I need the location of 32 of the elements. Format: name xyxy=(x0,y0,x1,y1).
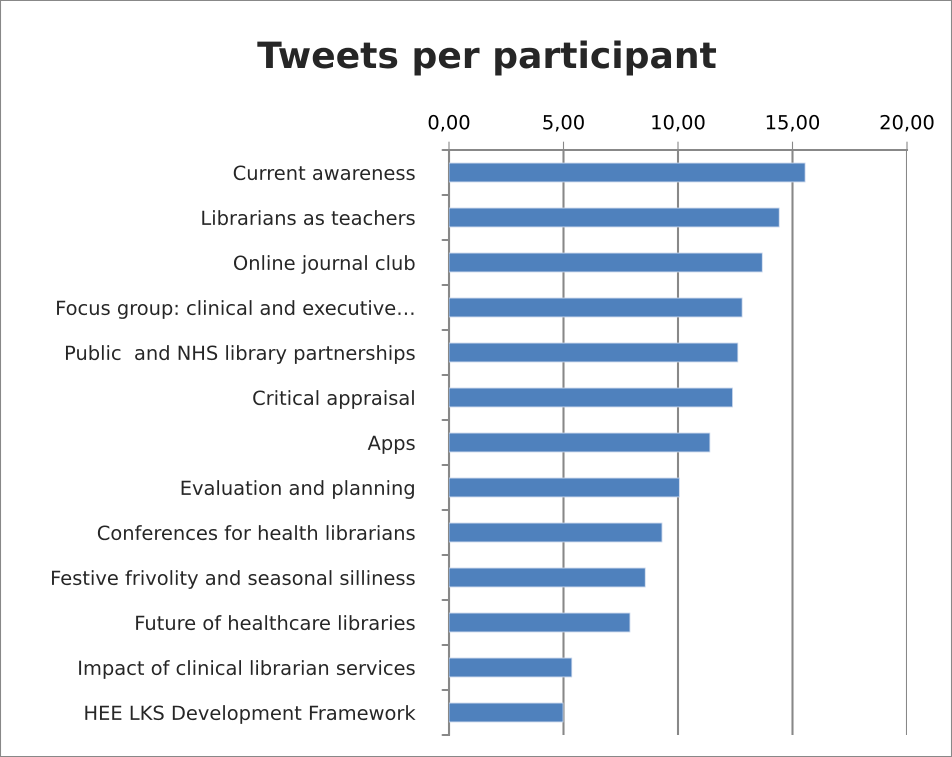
bar xyxy=(449,388,733,408)
x-tick-label: 10,00 xyxy=(652,114,705,132)
y-tick-label: Online journal club xyxy=(234,255,415,274)
y-tick-label: Critical appraisal xyxy=(253,390,414,409)
bar xyxy=(449,432,710,452)
y-tick-label: Apps xyxy=(368,436,415,454)
y-tick-label: Public and NHS library partnerships xyxy=(66,345,415,364)
bar xyxy=(449,522,662,542)
bar xyxy=(449,612,630,632)
bar xyxy=(449,298,743,318)
y-tick-label: Current awareness xyxy=(234,165,415,180)
y-tick-label: Evaluation and planning xyxy=(182,480,414,499)
bar xyxy=(449,162,806,182)
x-tick-label: 15,00 xyxy=(766,114,820,132)
y-tick-label: HEE LKS Development Framework xyxy=(85,705,416,724)
bar xyxy=(449,702,564,722)
bar xyxy=(449,208,780,228)
y-tick-label: Festive frivolity and seasonal silliness xyxy=(52,570,415,589)
y-tick-label: Focus group: clinical and executive… xyxy=(57,300,414,319)
bar xyxy=(449,478,680,498)
bar xyxy=(449,568,646,588)
x-tick-label: 0,00 xyxy=(428,114,470,132)
bar xyxy=(449,252,763,272)
y-tick-label: Conferences for health librarians xyxy=(98,525,415,540)
x-tick-label: 5,00 xyxy=(543,114,584,132)
x-tick-label: 20,00 xyxy=(880,114,934,132)
chart-title: Tweets per participant xyxy=(257,40,716,76)
y-tick-label: Impact of clinical librarian services xyxy=(79,660,415,679)
y-tick-label: Librarians as teachers xyxy=(202,210,415,226)
bar xyxy=(449,658,572,678)
y-tick-label: Future of healthcare libraries xyxy=(136,615,415,630)
bar xyxy=(449,342,738,362)
